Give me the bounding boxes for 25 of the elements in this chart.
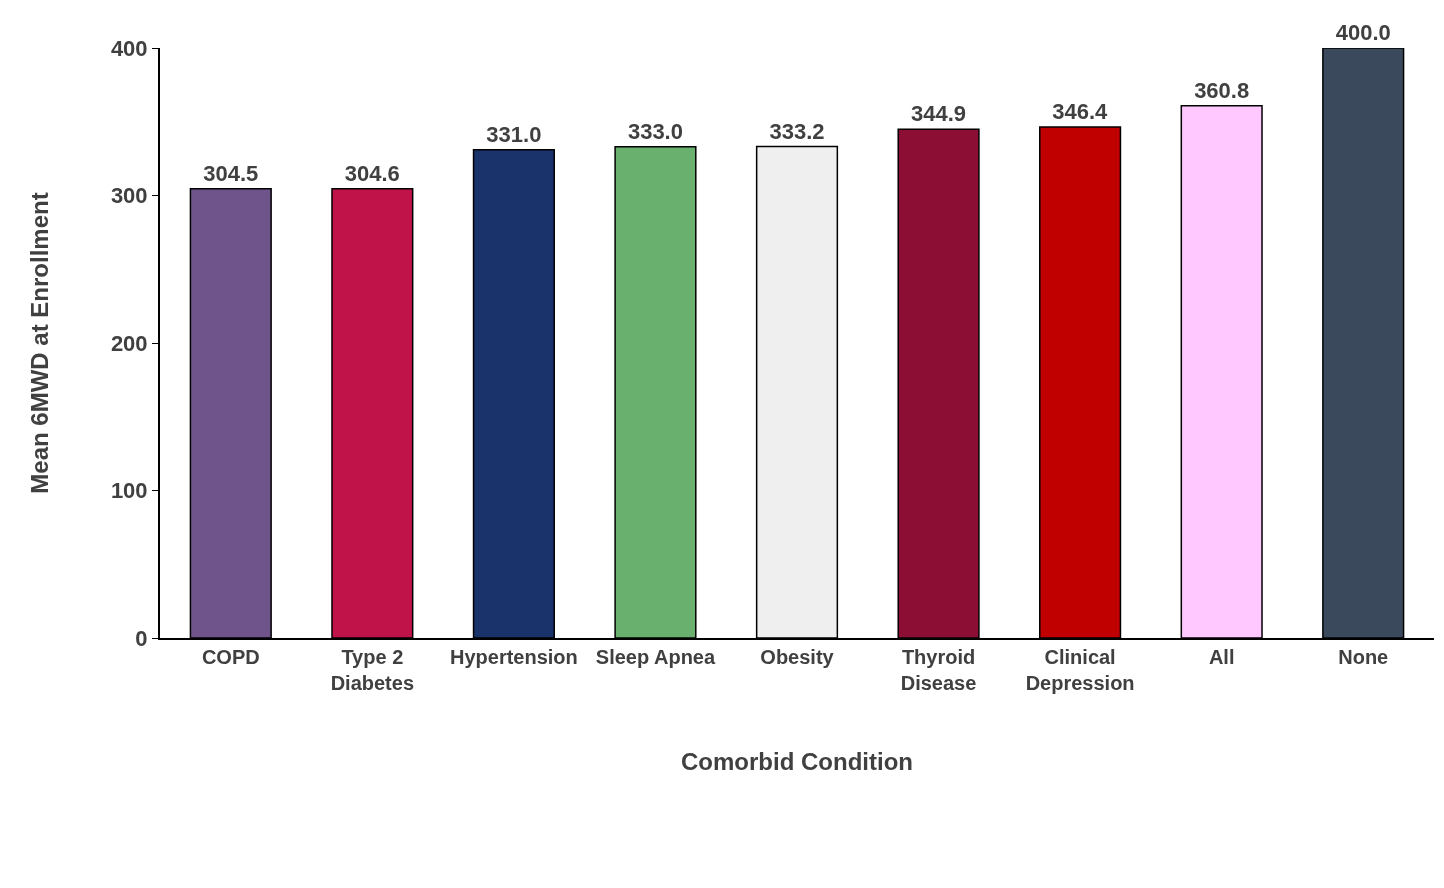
x-tick-label: Clinical Depression: [1025, 646, 1135, 694]
y-tick-label: 400: [110, 35, 148, 61]
data-label: 346.4: [1052, 99, 1109, 125]
data-label: 304.5: [203, 160, 259, 186]
data-label: 333.0: [627, 118, 683, 144]
x-tick-label: All: [1208, 646, 1235, 668]
x-tick-label: Hypertension: [449, 646, 578, 668]
y-axis-title: Mean 6MWD at Enrollment: [26, 192, 54, 494]
y-tick-label: 300: [110, 183, 148, 209]
data-label: 331.0: [486, 121, 542, 147]
data-label: 304.6: [344, 160, 400, 186]
data-label: 360.8: [1194, 77, 1250, 103]
data-label: 344.9: [911, 101, 967, 127]
x-tick-label: Thyroid Disease: [900, 646, 977, 694]
y-tick-label: 200: [110, 330, 148, 356]
x-tick-label: Type 2 Diabetes: [330, 646, 415, 694]
x-tick-label: None: [1338, 646, 1389, 668]
x-tick-label: Sleep Apnea: [595, 646, 716, 668]
data-label: 400.0: [1335, 20, 1391, 45]
x-tick-label: Obesity: [760, 646, 835, 668]
y-tick-label: 0: [135, 625, 148, 651]
x-tick-label: COPD: [201, 646, 260, 668]
data-label: 333.2: [769, 118, 825, 144]
y-tick-label: 100: [110, 478, 148, 504]
x-axis-title: Comorbid Condition: [681, 747, 913, 775]
